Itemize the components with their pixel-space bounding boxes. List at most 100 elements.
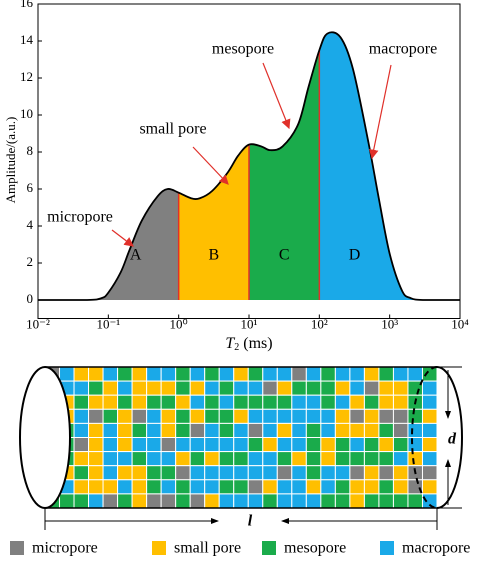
pore-cell — [218, 479, 235, 495]
pore-cell — [233, 380, 249, 396]
pore-cell — [102, 380, 119, 396]
pore-cell — [204, 422, 220, 438]
pore-cell — [117, 408, 133, 424]
pore-cell — [378, 437, 394, 453]
pore-cell — [276, 408, 293, 424]
region-label: B — [208, 246, 219, 263]
pore-cell — [262, 422, 278, 438]
pore-cell — [233, 465, 249, 481]
pore-cell — [175, 408, 191, 424]
annotation-arrow — [368, 64, 392, 160]
pore-cell — [305, 408, 322, 424]
legend-label: small pore — [174, 540, 241, 557]
pore-cell — [334, 479, 351, 495]
pore-cell — [160, 451, 177, 467]
pore-cell — [204, 493, 220, 508]
y-tick-label: 6 — [27, 180, 34, 195]
pore-cell — [131, 367, 148, 382]
pore-cell — [146, 394, 162, 410]
pore-cell — [73, 479, 90, 495]
pore-cell — [349, 380, 365, 396]
annotation-arrow — [111, 229, 134, 247]
pore-cell — [146, 380, 162, 396]
pore-cell — [189, 465, 206, 481]
pore-cell — [276, 437, 293, 453]
pore-cell — [189, 367, 206, 382]
pore-cell — [334, 380, 351, 396]
pore-cell — [291, 367, 307, 382]
x-title-unit: (ms) — [243, 335, 272, 352]
pore-cell — [204, 367, 220, 382]
pore-cell — [262, 380, 278, 396]
pore-cell — [262, 408, 278, 424]
pore-cell — [349, 422, 365, 438]
annotation-arrow — [262, 62, 291, 130]
pore-cell — [102, 367, 119, 382]
pore-cell — [204, 437, 220, 453]
pore-cell — [117, 367, 133, 382]
legend-label: mesopore — [284, 540, 346, 557]
pore-cell — [218, 422, 235, 438]
annotation: macropore — [369, 41, 437, 58]
pore-cell — [233, 451, 249, 467]
pore-cell — [131, 451, 148, 467]
pore-cell — [175, 465, 191, 481]
pore-cell — [160, 422, 177, 438]
pore-cell — [276, 451, 293, 467]
x-tick-label: 10⁴ — [451, 316, 469, 331]
pore-cell — [218, 437, 235, 453]
pore-cell — [59, 493, 75, 508]
pore-cell — [160, 437, 177, 453]
pore-cell — [88, 422, 104, 438]
pore-cell — [102, 479, 119, 495]
pore-cell — [378, 465, 394, 481]
pore-cell — [305, 380, 322, 396]
pore-cell — [131, 380, 148, 396]
pore-cell — [262, 479, 278, 495]
pore-cell — [204, 394, 220, 410]
pore-cell — [117, 451, 133, 467]
pore-cell — [291, 493, 307, 508]
pore-cell — [204, 380, 220, 396]
pore-cell — [276, 367, 293, 382]
pore-cell — [276, 465, 293, 481]
pore-cell — [146, 493, 162, 508]
pore-cell — [189, 408, 206, 424]
pore-cell — [334, 394, 351, 410]
legend-swatch — [380, 541, 394, 555]
annotation: micropore — [47, 209, 113, 226]
pore-cell — [204, 465, 220, 481]
pore-cell — [378, 380, 394, 396]
pore-cell — [291, 394, 307, 410]
pore-cell — [73, 408, 90, 424]
pore-cell — [320, 493, 336, 508]
x-tick-label: 10⁻² — [26, 316, 50, 331]
pore-cell — [334, 422, 351, 438]
y-tick-label: 0 — [27, 291, 34, 306]
pore-cell — [276, 394, 293, 410]
pore-cell — [175, 493, 191, 508]
pore-cell — [349, 437, 365, 453]
pore-cell — [117, 422, 133, 438]
pore-cell — [349, 493, 365, 508]
pore-cell — [204, 451, 220, 467]
x-tick-label: 10¹ — [241, 316, 258, 331]
y-tick-label: 8 — [27, 143, 34, 158]
pore-cell — [88, 437, 104, 453]
pore-cell — [175, 380, 191, 396]
pore-cell — [247, 493, 264, 508]
pore-cell — [102, 408, 119, 424]
pore-cell — [73, 465, 90, 481]
pore-cell — [305, 367, 322, 382]
pore-cell — [305, 394, 322, 410]
pore-cell — [204, 408, 220, 424]
pore-cell — [218, 493, 235, 508]
pore-cell — [262, 493, 278, 508]
pore-cell — [407, 408, 423, 424]
pore-cell — [73, 367, 90, 382]
pore-cell — [363, 394, 380, 410]
pore-cell — [146, 451, 162, 467]
pore-cell — [73, 493, 90, 508]
pore-cell — [320, 465, 336, 481]
pore-cell — [276, 479, 293, 495]
